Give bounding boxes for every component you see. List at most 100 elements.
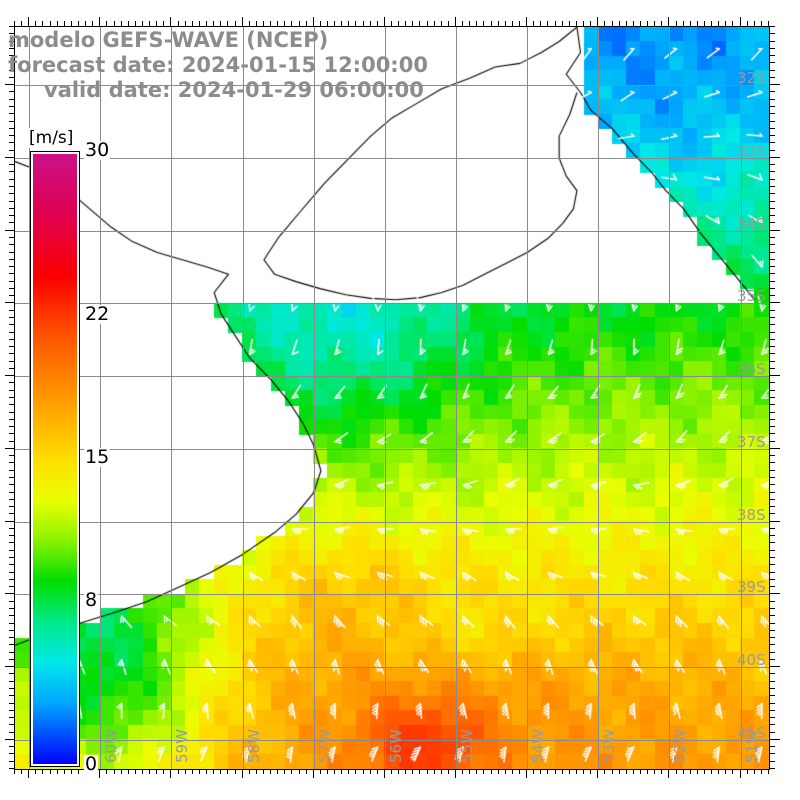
tick-top	[704, 21, 705, 26]
tick-right	[769, 288, 775, 289]
tick-bottom	[213, 769, 214, 774]
tick-bottom	[206, 769, 207, 774]
lon-label-56W: 56W	[386, 729, 405, 763]
tick-bottom	[619, 769, 620, 774]
tick-left	[9, 142, 14, 143]
gridline-lat-32S	[15, 85, 769, 86]
tick-bottom	[419, 769, 420, 774]
lon-label-57W: 57W	[315, 729, 334, 763]
tick-right	[769, 91, 775, 92]
tick-top	[64, 21, 65, 26]
colorbar-units-label: [m/s]	[27, 128, 76, 148]
tick-left	[9, 673, 14, 674]
tick-bottom	[476, 769, 477, 774]
lat-label-40S: 40S	[737, 651, 766, 670]
tick-left	[9, 288, 14, 289]
tick-left	[9, 361, 14, 362]
tick-top	[71, 21, 72, 26]
tick-top	[462, 21, 463, 26]
tick-left	[9, 644, 14, 645]
tick-right	[769, 77, 775, 78]
tick-bottom	[78, 769, 79, 774]
model-title: modelo GEFS-WAVE (NCEP)	[8, 28, 329, 52]
tick-left	[9, 390, 14, 391]
tick-right	[769, 113, 775, 114]
tick-bottom	[99, 769, 100, 778]
tick-left	[9, 550, 14, 551]
tick-right	[769, 295, 775, 296]
colorbar-tick-15: 15	[84, 446, 111, 468]
tick-right	[769, 513, 775, 514]
tick-left	[5, 157, 14, 158]
tick-left	[9, 295, 14, 296]
tick-left	[9, 70, 14, 71]
tick-right	[769, 528, 775, 529]
tick-right	[769, 703, 775, 704]
tick-bottom	[227, 769, 228, 774]
tick-right	[769, 644, 775, 645]
tick-left	[9, 215, 14, 216]
tick-top	[142, 21, 143, 26]
tick-left	[9, 324, 14, 325]
tick-right	[769, 593, 780, 594]
tick-top	[99, 17, 100, 26]
tick-right	[769, 484, 775, 485]
tick-bottom	[768, 769, 769, 774]
tick-bottom	[640, 769, 641, 774]
tick-bottom	[754, 769, 755, 774]
tick-left	[9, 186, 14, 187]
tick-right	[769, 375, 780, 376]
tick-right	[769, 542, 775, 543]
tick-left	[9, 41, 14, 42]
tick-bottom	[299, 769, 300, 774]
tick-top	[377, 21, 378, 26]
tick-bottom	[284, 769, 285, 774]
tick-top	[740, 17, 741, 26]
tick-top	[114, 21, 115, 26]
tick-top	[555, 21, 556, 26]
tick-top	[235, 21, 236, 26]
tick-right	[769, 470, 775, 471]
tick-left	[5, 666, 14, 667]
gridline-lat-38S	[15, 522, 769, 523]
tick-bottom	[28, 769, 29, 778]
tick-right	[769, 739, 780, 740]
tick-right	[769, 535, 775, 536]
tick-top	[78, 21, 79, 26]
tick-top	[448, 21, 449, 26]
tick-bottom	[448, 769, 449, 774]
tick-right	[769, 332, 775, 333]
tick-left	[9, 237, 14, 238]
tick-top	[491, 21, 492, 26]
gridline-lon-55W	[456, 27, 457, 769]
tick-bottom	[135, 769, 136, 774]
tick-top	[128, 21, 129, 26]
tick-top	[327, 21, 328, 26]
gridline-lon-53W	[598, 27, 599, 769]
tick-right	[769, 477, 775, 478]
tick-top	[633, 21, 634, 26]
tick-top	[747, 21, 748, 26]
tick-left	[9, 106, 14, 107]
tick-bottom	[740, 769, 741, 778]
tick-left	[5, 84, 14, 85]
tick-top	[469, 21, 470, 26]
tick-bottom	[313, 769, 314, 778]
tick-left	[9, 77, 14, 78]
tick-left	[9, 346, 14, 347]
tick-left	[9, 513, 14, 514]
tick-bottom	[306, 769, 307, 774]
colorbar[interactable]	[30, 151, 80, 767]
tick-top	[668, 17, 669, 26]
lon-label-59W: 59W	[173, 729, 192, 763]
tick-top	[640, 21, 641, 26]
tick-left	[9, 441, 14, 442]
tick-bottom	[370, 769, 371, 774]
tick-right	[769, 382, 775, 383]
tick-right	[769, 717, 775, 718]
tick-bottom	[363, 769, 364, 774]
tick-bottom	[683, 769, 684, 774]
tick-right	[769, 164, 775, 165]
tick-bottom	[291, 769, 292, 774]
